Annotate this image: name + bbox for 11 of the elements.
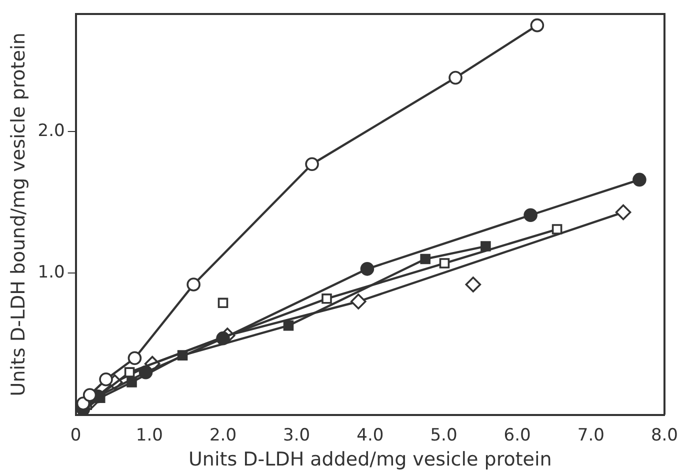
x-tick-label: 6.0 [504, 425, 531, 446]
x-tick-label: 7.0 [577, 425, 604, 446]
x-tick-label: 4.0 [356, 425, 384, 446]
x-tick-label: 0 [70, 425, 82, 446]
x-tick-label: 1.0 [136, 425, 163, 446]
x-axis-title: Units D-LDH added/mg vesicle protein [188, 448, 552, 471]
x-tick-label: 2.0 [209, 425, 237, 446]
x-tick-label: 8.0 [650, 425, 678, 446]
y-axis-title: Units D-LDH bound/mg vesicle protein [7, 32, 30, 396]
x-tick-label: 5.0 [430, 425, 458, 446]
x-tick-label: 3.0 [283, 425, 310, 446]
